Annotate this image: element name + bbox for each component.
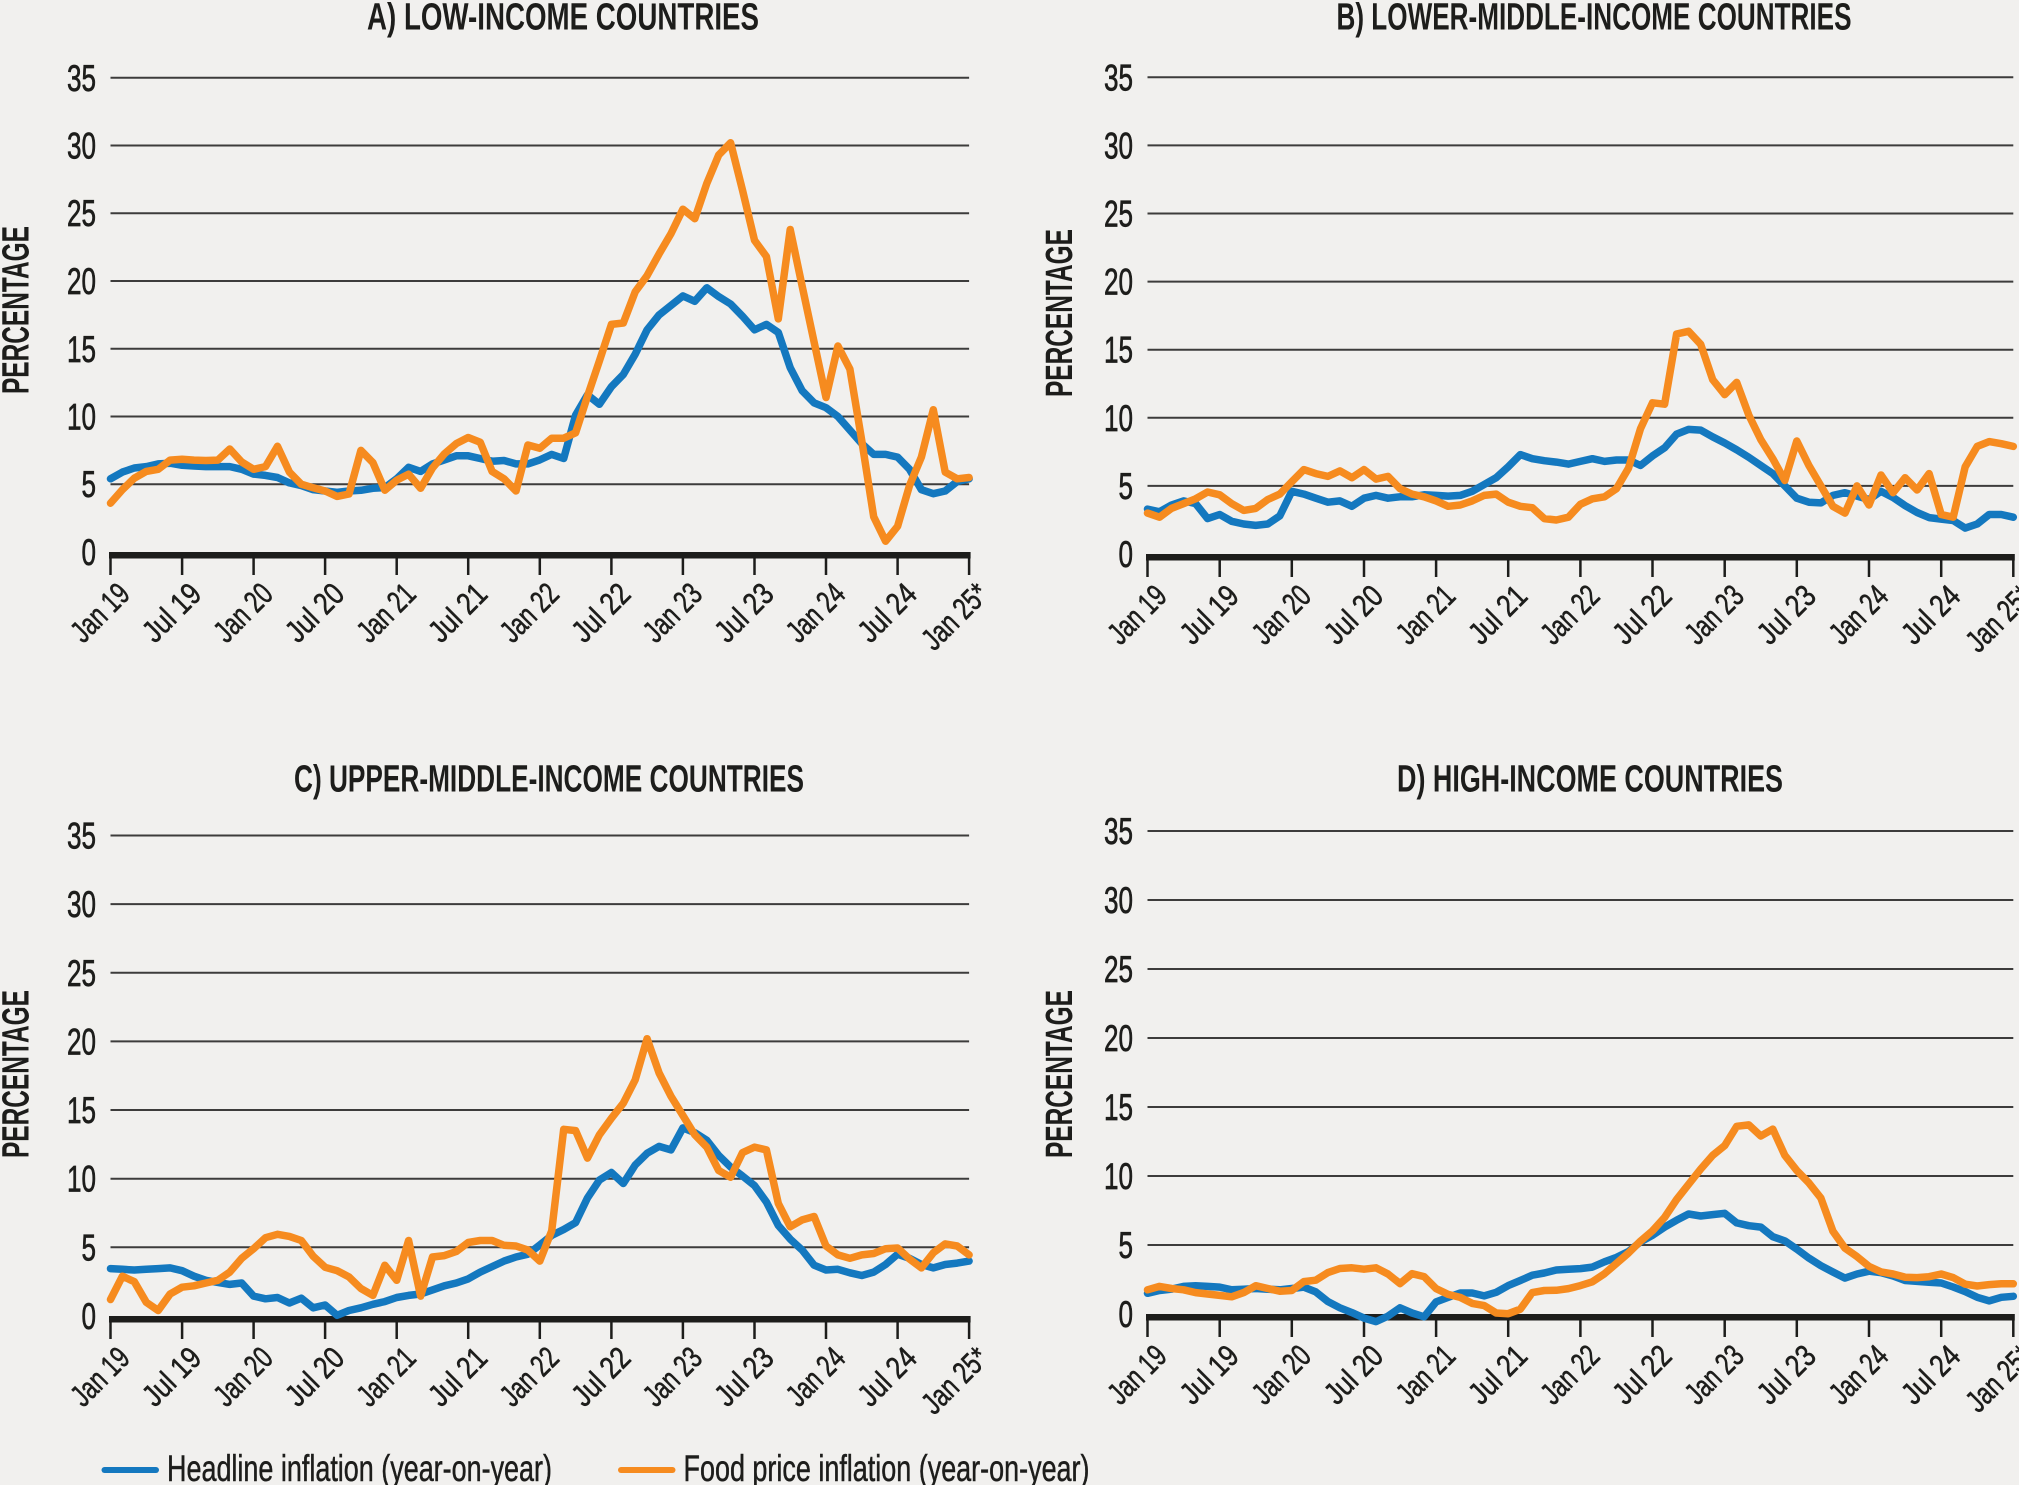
- svg-text:PERCENTAGE: PERCENTAGE: [1039, 229, 1081, 397]
- svg-text:30: 30: [1104, 125, 1133, 166]
- svg-text:10: 10: [1104, 1156, 1133, 1197]
- svg-text:PERCENTAGE: PERCENTAGE: [0, 990, 38, 1158]
- svg-text:0: 0: [82, 1296, 97, 1337]
- svg-text:15: 15: [67, 329, 96, 370]
- svg-text:25: 25: [1104, 949, 1133, 990]
- svg-text:Jul 22: Jul 22: [1606, 1338, 1679, 1411]
- svg-text:0: 0: [1119, 1294, 1134, 1335]
- svg-text:D) HIGH-INCOME COUNTRIES: D) HIGH-INCOME COUNTRIES: [1397, 759, 1783, 801]
- svg-text:Food price inflation (year-on-: Food price inflation (year-on-year): [684, 1448, 1090, 1485]
- svg-text:30: 30: [67, 884, 96, 925]
- svg-text:10: 10: [1104, 398, 1133, 439]
- svg-text:5: 5: [1119, 466, 1134, 507]
- svg-text:15: 15: [1104, 1087, 1133, 1128]
- svg-text:C) UPPER-MIDDLE-INCOME COUNTRI: C) UPPER-MIDDLE-INCOME COUNTRIES: [294, 759, 804, 801]
- svg-text:15: 15: [67, 1090, 96, 1131]
- svg-text:A) LOW-INCOME COUNTRIES: A) LOW-INCOME COUNTRIES: [367, 0, 759, 39]
- svg-text:Headline inflation (year-on-ye: Headline inflation (year-on-year): [167, 1448, 552, 1485]
- svg-text:20: 20: [67, 261, 96, 302]
- svg-text:0: 0: [1119, 534, 1134, 575]
- svg-text:5: 5: [1119, 1225, 1134, 1266]
- svg-text:20: 20: [67, 1021, 96, 1062]
- svg-text:10: 10: [67, 397, 96, 438]
- svg-text:15: 15: [1104, 330, 1133, 371]
- svg-text:20: 20: [1104, 262, 1133, 303]
- svg-text:B) LOWER-MIDDLE-INCOME COUNTRI: B) LOWER-MIDDLE-INCOME COUNTRIES: [1337, 0, 1852, 39]
- svg-text:35: 35: [1104, 811, 1133, 852]
- svg-text:25: 25: [67, 953, 96, 994]
- svg-text:PERCENTAGE: PERCENTAGE: [0, 226, 38, 394]
- svg-text:35: 35: [67, 816, 96, 857]
- svg-text:35: 35: [1104, 57, 1133, 98]
- svg-text:35: 35: [67, 58, 96, 99]
- svg-text:5: 5: [82, 464, 97, 505]
- svg-text:30: 30: [1104, 880, 1133, 921]
- svg-text:30: 30: [67, 126, 96, 167]
- svg-text:25: 25: [1104, 194, 1133, 235]
- svg-text:25: 25: [67, 193, 96, 234]
- svg-text:20: 20: [1104, 1018, 1133, 1059]
- svg-text:PERCENTAGE: PERCENTAGE: [1039, 990, 1081, 1158]
- svg-text:10: 10: [67, 1159, 96, 1200]
- svg-text:5: 5: [82, 1227, 97, 1268]
- svg-text:0: 0: [82, 532, 97, 573]
